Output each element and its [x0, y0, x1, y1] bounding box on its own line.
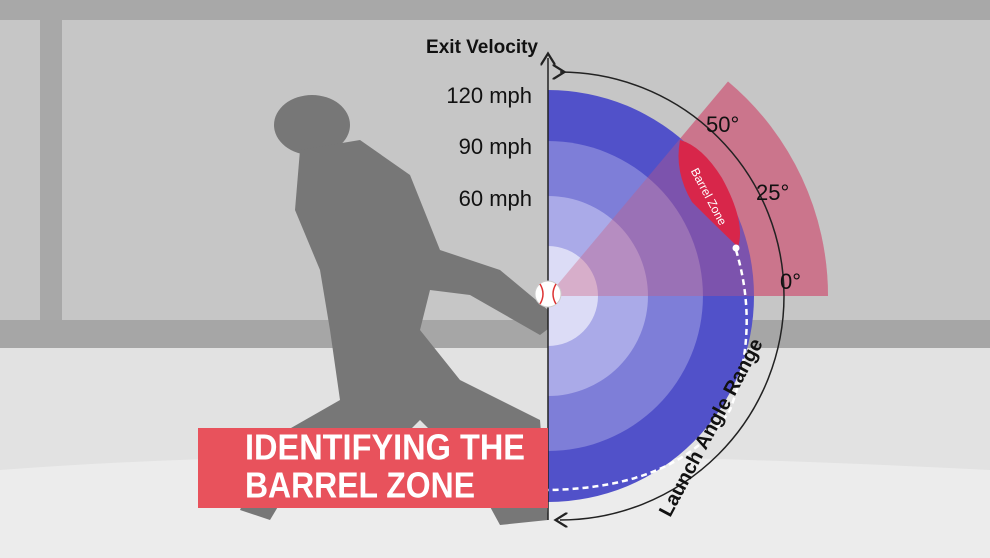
rail: [0, 320, 990, 348]
trajectory: [480, 249, 748, 492]
banner-line2: BARREL ZONE: [245, 465, 475, 506]
baseball-seams: [539, 283, 557, 305]
angle-label: 50°: [706, 112, 739, 137]
top-band: [0, 0, 990, 20]
speed-label: 60 mph: [459, 186, 532, 211]
post: [40, 20, 62, 320]
ball-dot: [732, 244, 740, 252]
angle-label: 0°: [780, 269, 801, 294]
banner: [198, 428, 548, 508]
speed-label: 90 mph: [459, 134, 532, 159]
barrel-zone: [678, 140, 740, 247]
angle-arc: [560, 72, 785, 520]
baseball: [534, 280, 562, 308]
axis-title: Exit Velocity: [426, 37, 538, 58]
banner-line1: IDENTIFYING THE: [245, 427, 525, 468]
angle-label: 25°: [756, 180, 789, 205]
speed-label: 120 mph: [446, 83, 532, 108]
